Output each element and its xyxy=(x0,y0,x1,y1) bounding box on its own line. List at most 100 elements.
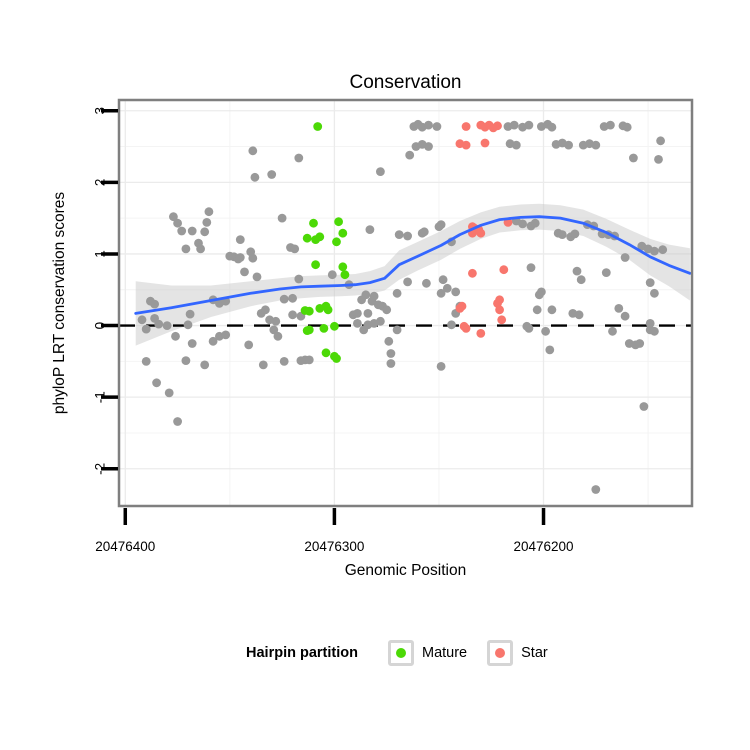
data-point-Star xyxy=(497,315,507,325)
legend-label: Star xyxy=(521,645,548,661)
data-point-other xyxy=(288,293,297,303)
data-point-other xyxy=(658,245,668,255)
data-point-Star xyxy=(499,265,509,275)
data-point-other xyxy=(606,120,615,130)
data-point-other xyxy=(164,388,174,398)
smooth-line xyxy=(134,215,692,315)
data-point-other xyxy=(173,417,183,426)
data-point-other xyxy=(221,330,231,340)
data-point-other xyxy=(353,309,362,318)
data-point-other xyxy=(524,324,534,333)
star-dot-icon xyxy=(495,648,506,658)
data-point-other xyxy=(267,170,277,179)
data-point-other xyxy=(424,142,433,151)
data-point-other xyxy=(369,291,379,301)
data-point-other xyxy=(650,246,659,256)
data-point-other xyxy=(279,357,289,366)
data-point-other xyxy=(271,316,281,326)
data-point-Mature xyxy=(304,306,314,316)
data-point-other xyxy=(171,331,180,341)
legend-key-box xyxy=(387,640,414,666)
data-point-other xyxy=(591,485,601,494)
plot-title: Conservation xyxy=(349,72,462,93)
data-point-other xyxy=(639,402,649,411)
data-point-other xyxy=(187,339,197,348)
data-point-other xyxy=(629,153,638,163)
data-point-other xyxy=(620,311,630,321)
data-point-other xyxy=(154,319,164,329)
data-point-other xyxy=(273,331,283,341)
data-point-other xyxy=(250,172,260,182)
data-point-Star xyxy=(495,305,504,315)
data-point-other xyxy=(422,278,431,288)
y-tick-label: -2 xyxy=(92,463,107,475)
data-point-other xyxy=(382,305,392,315)
data-point-other xyxy=(244,340,254,350)
data-point-other xyxy=(200,360,210,370)
data-point-other xyxy=(196,244,206,254)
data-point-other xyxy=(376,167,385,177)
legend-label: Mature xyxy=(421,645,468,661)
data-point-other xyxy=(564,140,573,150)
data-point-other xyxy=(442,283,452,293)
data-point-other xyxy=(208,336,218,346)
y-tick-label: -1 xyxy=(92,391,107,403)
y-tick-label: 2 xyxy=(93,179,108,187)
data-point-Star xyxy=(468,268,477,278)
x-axis-title: Genomic Position xyxy=(344,562,467,579)
data-point-other xyxy=(436,220,446,230)
data-point-other xyxy=(545,345,555,355)
data-point-other xyxy=(622,122,632,132)
data-point-other xyxy=(258,360,268,370)
y-tick-label: 1 xyxy=(92,250,107,258)
data-point-other xyxy=(574,310,584,320)
data-point-Mature xyxy=(319,324,329,333)
data-point-other xyxy=(386,359,396,368)
data-point-other xyxy=(591,140,601,150)
data-point-other xyxy=(518,219,527,229)
data-point-other xyxy=(240,267,249,277)
data-point-other xyxy=(365,225,375,235)
data-point-other xyxy=(384,336,394,346)
data-point-other xyxy=(200,227,210,237)
data-point-other xyxy=(288,310,297,320)
data-point-Mature xyxy=(332,237,341,247)
data-point-Mature xyxy=(340,270,350,280)
legend-item-star: Star xyxy=(487,640,548,666)
data-point-other xyxy=(296,356,306,365)
y-tick-label: 0 xyxy=(92,322,107,330)
data-point-other xyxy=(524,120,534,130)
data-point-other xyxy=(277,213,287,223)
data-point-Star xyxy=(461,140,471,150)
data-point-other xyxy=(361,290,371,300)
data-point-other xyxy=(162,321,172,330)
data-point-other xyxy=(248,146,258,156)
data-point-Mature xyxy=(309,218,318,228)
y-tick-label: 3 xyxy=(93,107,108,115)
x-tick-label: 20476300 xyxy=(304,539,364,554)
data-point-other xyxy=(235,253,245,262)
data-point-Star xyxy=(476,228,486,238)
data-point-other xyxy=(451,287,461,297)
legend-item-mature: Mature xyxy=(387,640,468,666)
data-point-other xyxy=(183,320,193,330)
data-point-other xyxy=(269,325,279,335)
data-point-other xyxy=(394,230,404,240)
data-point-other xyxy=(650,326,659,336)
data-point-other xyxy=(294,153,304,163)
data-point-other xyxy=(541,326,550,336)
data-point-other xyxy=(185,309,195,319)
data-point-Mature xyxy=(323,305,333,315)
data-point-Star xyxy=(457,301,467,311)
data-point-other xyxy=(509,120,519,130)
data-point-other xyxy=(294,274,304,284)
data-point-other xyxy=(141,324,151,334)
data-point-other xyxy=(252,272,262,282)
data-point-other xyxy=(532,305,542,315)
data-point-other xyxy=(570,229,580,239)
data-point-Mature xyxy=(313,122,323,131)
data-point-other xyxy=(181,356,191,365)
data-point-other xyxy=(235,235,245,245)
data-point-other xyxy=(572,266,582,276)
